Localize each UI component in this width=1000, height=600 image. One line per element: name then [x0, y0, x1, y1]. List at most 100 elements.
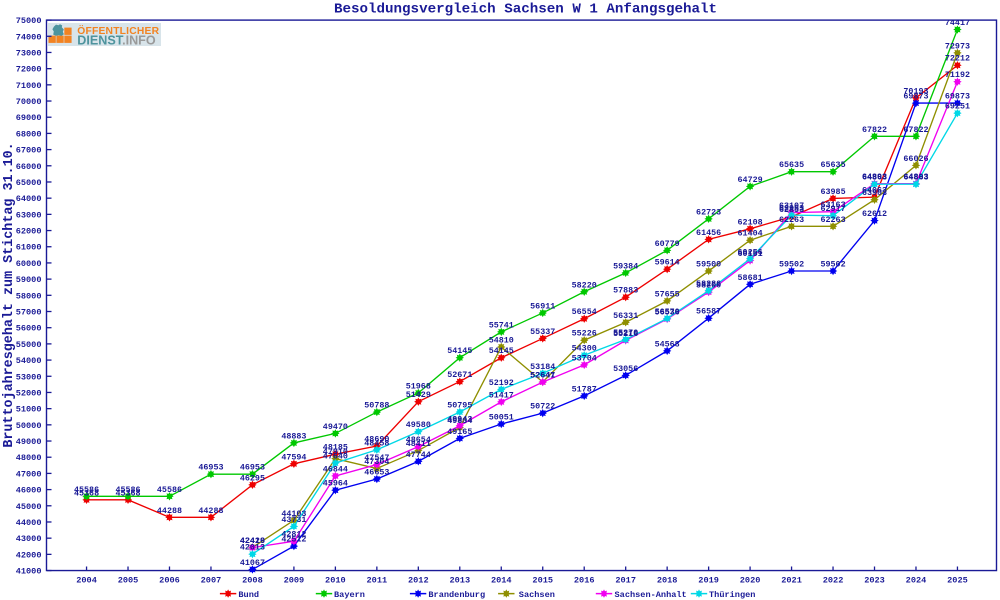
svg-text:51968: 51968	[406, 381, 431, 391]
svg-text:70193: 70193	[903, 86, 928, 96]
svg-text:60256: 60256	[738, 247, 763, 257]
svg-text:51787: 51787	[572, 384, 597, 394]
svg-text:Brandenburg: Brandenburg	[428, 590, 485, 600]
svg-text:2007: 2007	[201, 576, 222, 586]
svg-text:63000: 63000	[16, 210, 42, 220]
svg-text:62853: 62853	[779, 205, 804, 215]
svg-text:50722: 50722	[530, 402, 555, 412]
svg-text:55337: 55337	[530, 327, 555, 337]
svg-text:Bruttojahresgehalt zum Stichta: Bruttojahresgehalt zum Stichtag 31.10.	[2, 142, 17, 447]
svg-text:58220: 58220	[572, 280, 597, 290]
svg-text:45000: 45000	[16, 502, 42, 512]
svg-text:2009: 2009	[284, 576, 305, 586]
svg-text:61404: 61404	[738, 229, 763, 239]
svg-text:64063: 64063	[862, 186, 887, 196]
svg-text:48000: 48000	[16, 453, 42, 463]
svg-text:53056: 53056	[613, 364, 638, 374]
svg-text:55216: 55216	[613, 329, 638, 339]
svg-text:63985: 63985	[820, 187, 845, 197]
svg-text:64893: 64893	[903, 172, 928, 182]
svg-text:71000: 71000	[16, 81, 42, 91]
svg-text:56536: 56536	[655, 308, 680, 318]
svg-text:51000: 51000	[16, 405, 42, 415]
svg-text:62263: 62263	[820, 215, 845, 225]
svg-text:2014: 2014	[491, 576, 512, 586]
svg-text:59384: 59384	[613, 261, 638, 271]
svg-text:58286: 58286	[696, 279, 721, 289]
svg-text:57883: 57883	[613, 286, 638, 296]
svg-text:50795: 50795	[447, 400, 472, 410]
svg-text:64729: 64729	[738, 175, 763, 185]
svg-text:62108: 62108	[738, 217, 763, 227]
svg-text:44288: 44288	[198, 506, 223, 516]
svg-text:55270: 55270	[613, 328, 638, 338]
svg-text:63903: 63903	[862, 188, 887, 198]
svg-text:2023: 2023	[864, 576, 885, 586]
svg-text:42000: 42000	[16, 550, 42, 560]
svg-text:54568: 54568	[655, 339, 680, 349]
svg-text:69873: 69873	[903, 92, 928, 102]
svg-text:56911: 56911	[530, 301, 555, 311]
svg-text:2018: 2018	[657, 576, 678, 586]
svg-text:60000: 60000	[16, 259, 42, 269]
svg-text:55741: 55741	[489, 320, 514, 330]
svg-text:51417: 51417	[489, 390, 514, 400]
svg-text:49834: 49834	[447, 416, 472, 426]
svg-text:59502: 59502	[779, 260, 804, 270]
svg-text:Bayern: Bayern	[334, 590, 365, 600]
svg-text:49470: 49470	[323, 422, 348, 432]
svg-text:51429: 51429	[406, 390, 431, 400]
svg-text:2020: 2020	[740, 576, 761, 586]
svg-text:47640: 47640	[323, 452, 348, 462]
svg-text:2008: 2008	[242, 576, 263, 586]
svg-text:65635: 65635	[779, 160, 804, 170]
svg-text:53000: 53000	[16, 372, 42, 382]
svg-text:Bund: Bund	[238, 590, 259, 600]
svg-text:70000: 70000	[16, 97, 42, 107]
svg-text:53184: 53184	[530, 362, 555, 372]
svg-text:49165: 49165	[447, 427, 472, 437]
svg-text:65635: 65635	[820, 160, 845, 170]
svg-text:74417: 74417	[945, 18, 970, 28]
svg-text:63163: 63163	[820, 200, 845, 210]
svg-text:50051: 50051	[489, 413, 514, 423]
svg-text:58200: 58200	[696, 281, 721, 291]
svg-text:56554: 56554	[572, 307, 597, 317]
svg-text:54145: 54145	[489, 346, 514, 356]
svg-text:73000: 73000	[16, 48, 42, 58]
svg-text:46844: 46844	[323, 464, 348, 474]
svg-text:50788: 50788	[364, 401, 389, 411]
svg-text:47304: 47304	[364, 457, 389, 467]
svg-text:57655: 57655	[655, 289, 680, 299]
svg-text:Besoldungsvergleich Sachsen W: Besoldungsvergleich Sachsen W 1 Anfangsg…	[334, 2, 717, 18]
svg-text:52000: 52000	[16, 388, 42, 398]
svg-text:52671: 52671	[447, 370, 472, 380]
svg-text:DIENST.INFO: DIENST.INFO	[77, 34, 156, 48]
svg-text:2010: 2010	[325, 576, 346, 586]
svg-text:64893: 64893	[862, 172, 887, 182]
svg-text:62263: 62263	[779, 215, 804, 225]
svg-text:54145: 54145	[447, 346, 472, 356]
svg-text:72000: 72000	[16, 65, 42, 75]
svg-text:67822: 67822	[903, 125, 928, 135]
svg-text:69251: 69251	[945, 102, 970, 112]
svg-text:64863: 64863	[903, 173, 928, 183]
svg-text:53704: 53704	[572, 353, 597, 363]
svg-text:72212: 72212	[945, 54, 970, 64]
svg-text:58681: 58681	[738, 273, 763, 283]
svg-text:47547: 47547	[364, 453, 389, 463]
svg-text:59502: 59502	[820, 260, 845, 270]
svg-text:2022: 2022	[823, 576, 844, 586]
svg-text:60151: 60151	[738, 249, 763, 259]
svg-text:41067: 41067	[240, 558, 265, 568]
svg-text:45586: 45586	[115, 485, 140, 495]
svg-text:72973: 72973	[945, 41, 970, 51]
svg-text:56570: 56570	[655, 307, 680, 317]
svg-text:48185: 48185	[323, 443, 348, 453]
svg-text:2015: 2015	[532, 576, 553, 586]
svg-text:52192: 52192	[489, 378, 514, 388]
svg-text:56000: 56000	[16, 324, 42, 334]
svg-text:42512: 42512	[281, 535, 306, 545]
svg-text:2013: 2013	[449, 576, 470, 586]
svg-text:47000: 47000	[16, 469, 42, 479]
